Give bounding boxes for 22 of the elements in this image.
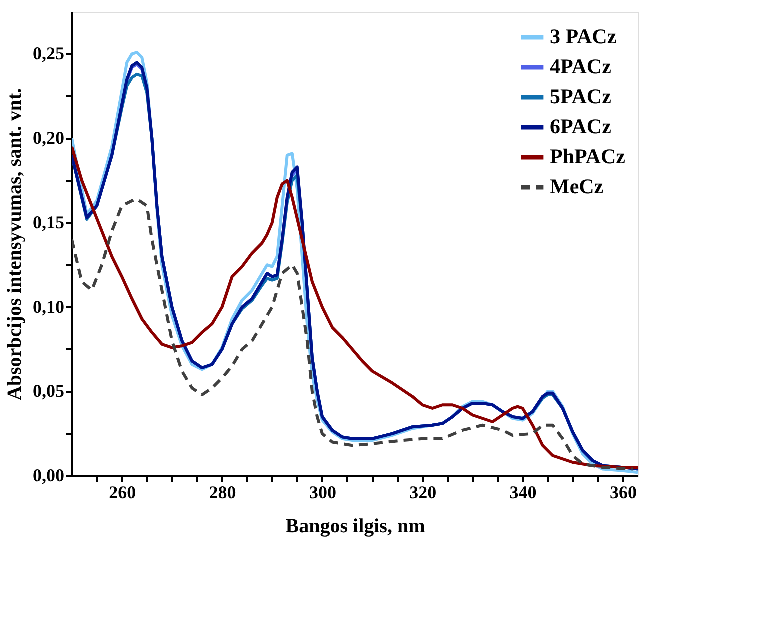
x-tick-label: 360 [610,482,637,502]
legend-label: 5PACz [550,84,612,108]
legend-label: 3 PACz [550,24,617,48]
legend-label: 6PACz [550,114,612,138]
y-tick-label: 0,25 [33,44,64,64]
x-axis-title: Bangos ilgis, nm [286,516,426,538]
x-tick-label: 260 [109,482,136,502]
y-tick-label: 0,05 [33,381,64,402]
y-tick-label: 0,10 [33,296,64,317]
y-tick-label: 0,00 [33,466,64,486]
x-tick-label: 320 [410,482,437,502]
y-tick-label: 0,15 [33,212,64,232]
legend-label: MeCz [550,174,604,198]
legend-label: 4PACz [550,54,612,78]
x-tick-label: 280 [209,482,236,502]
line-series [72,145,638,470]
line-series [72,198,634,471]
x-tick-label: 300 [309,482,336,502]
y-tick-label: 0,20 [33,128,64,148]
x-tick-label: 340 [510,482,537,502]
legend-label: PhPACz [550,144,626,168]
y-axis-title: Absorbcijos intensyvumas, sant. vnt. [4,88,26,401]
